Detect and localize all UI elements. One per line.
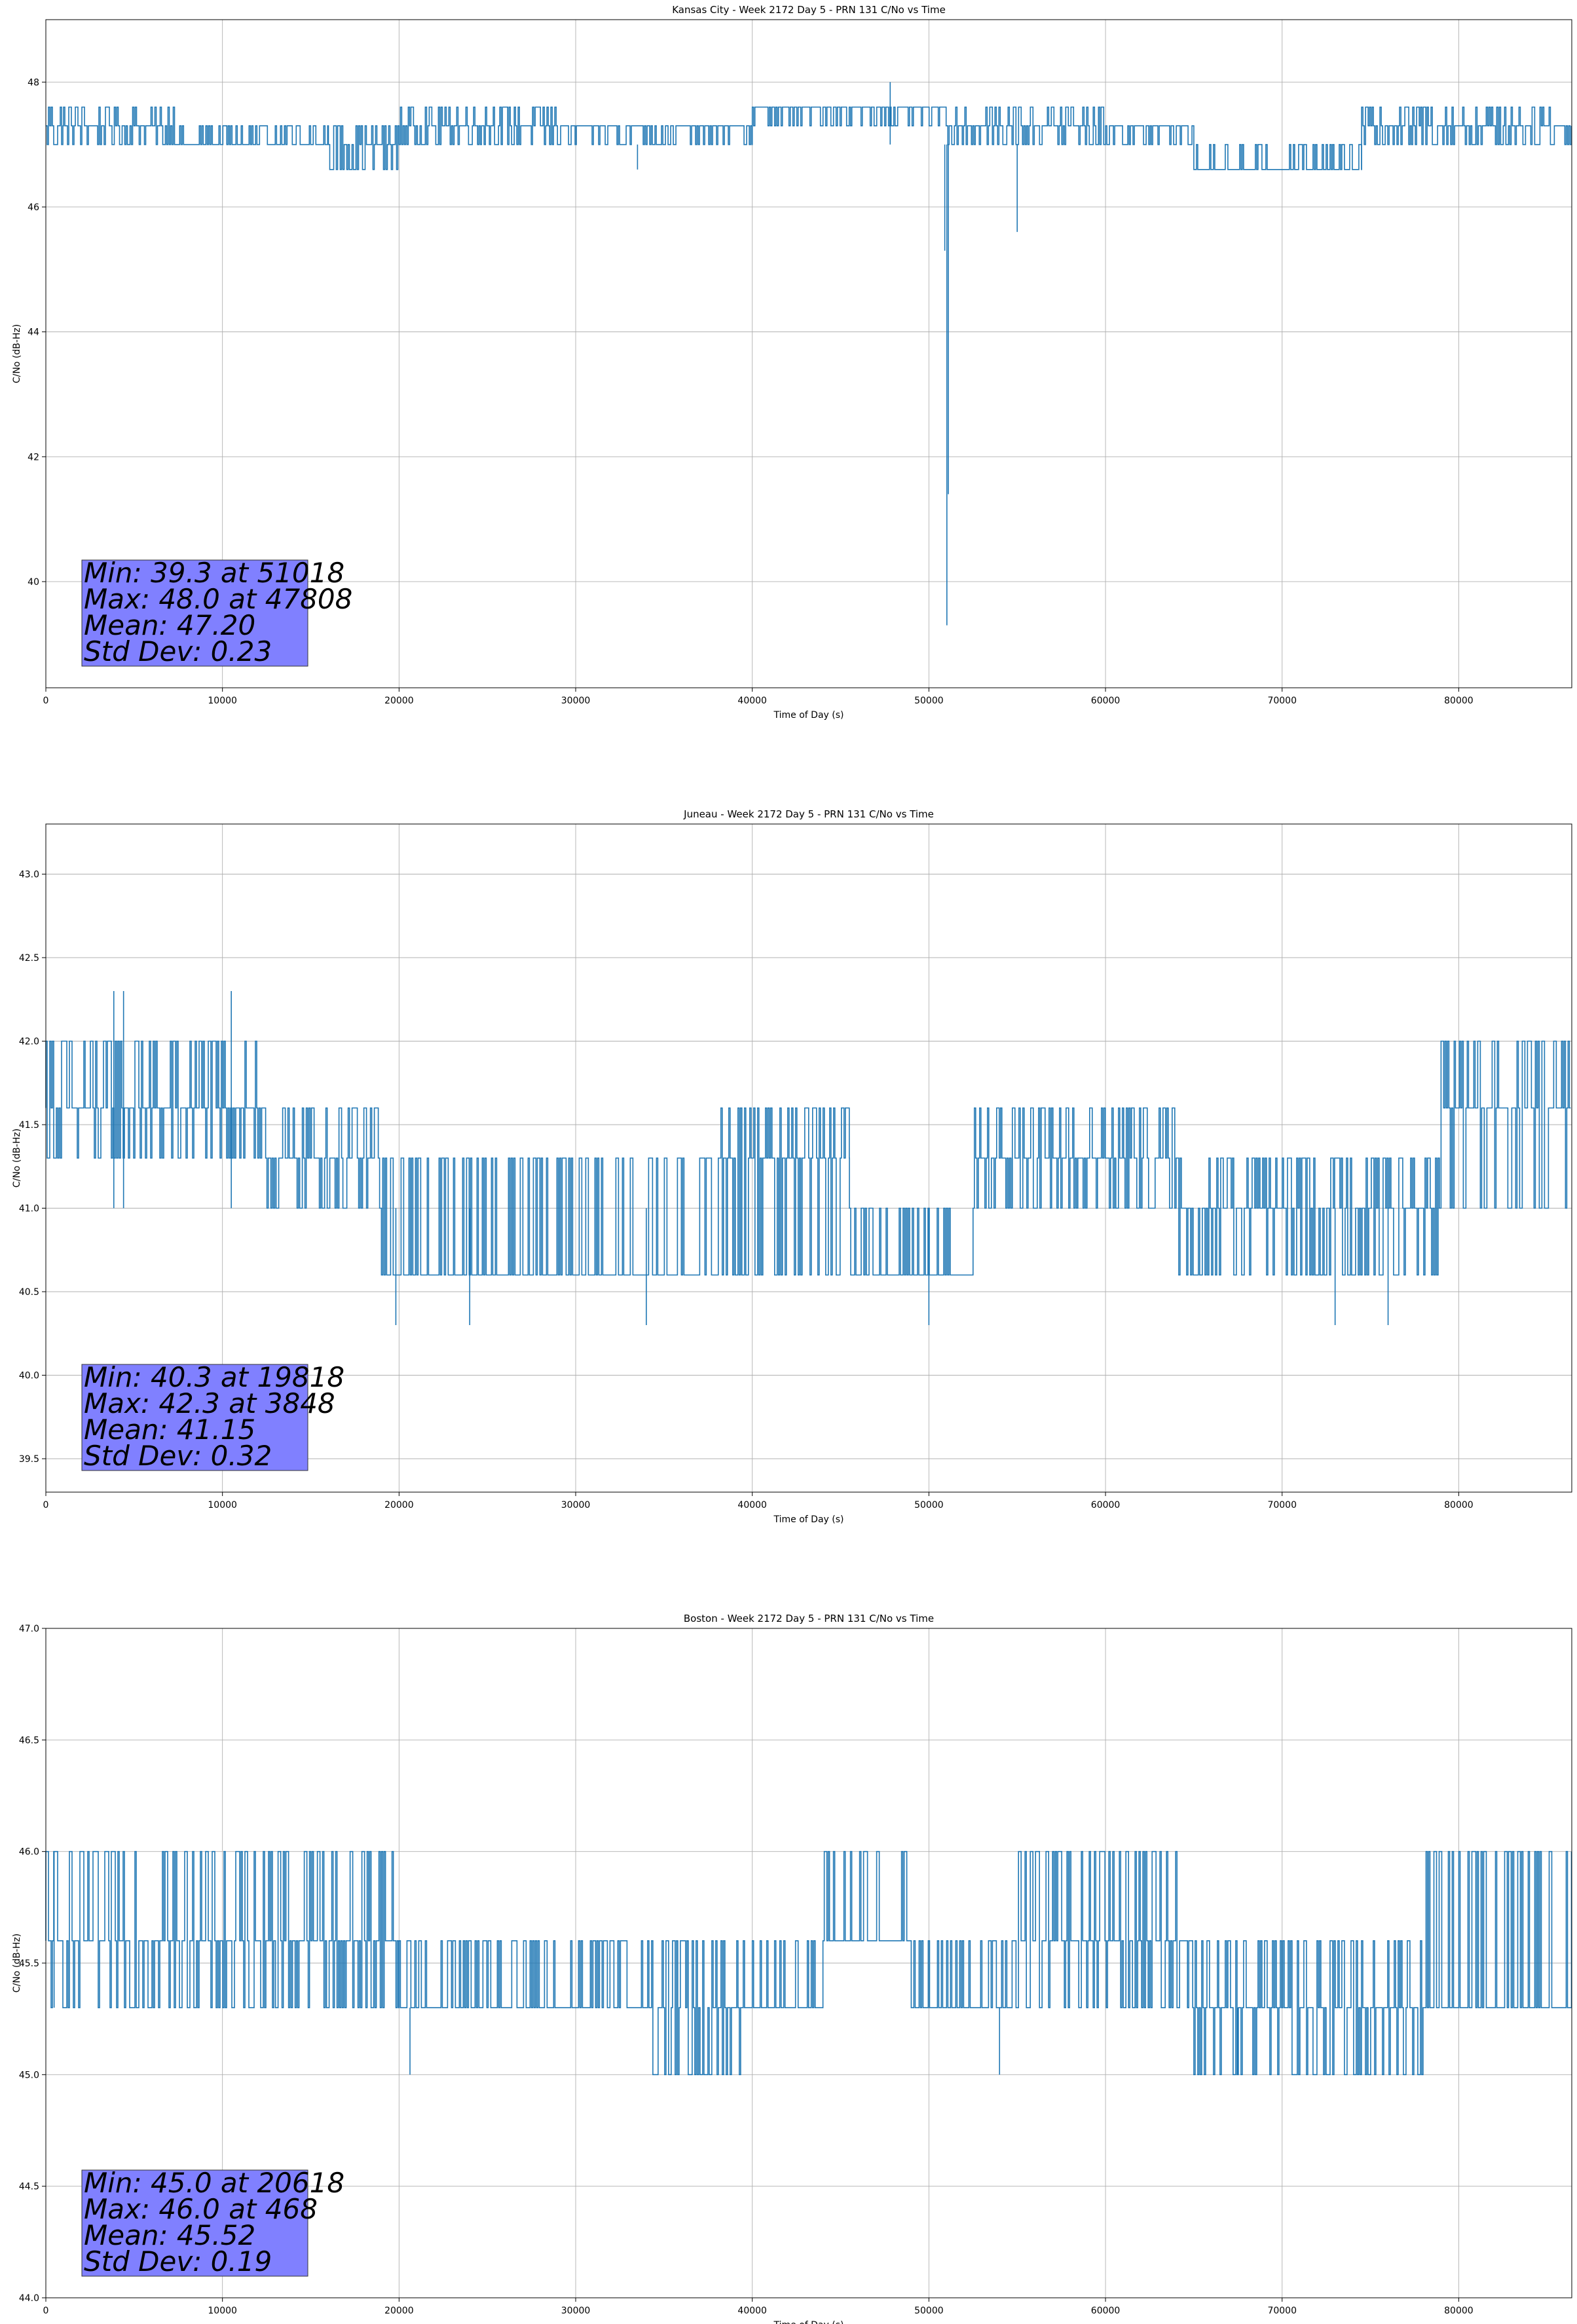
x-tick-label: 60000 xyxy=(1091,696,1121,706)
series-line xyxy=(45,1040,1571,1276)
y-tick-label: 45.0 xyxy=(19,2070,39,2080)
y-tick-label: 43.0 xyxy=(19,870,39,880)
stats-std: Std Dev: 0.23 xyxy=(84,635,272,667)
y-tick-label: 47.0 xyxy=(19,1624,39,1634)
x-tick-label: 80000 xyxy=(1444,1500,1474,1510)
y-tick-label: 44 xyxy=(28,328,39,338)
x-tick-label: 10000 xyxy=(208,1500,237,1510)
chart-panel-1: 0 10000 20000 30000 40000 50000 60000 70000 8000… xyxy=(12,4,1572,721)
y-tick-label: 46 xyxy=(28,202,39,213)
x-tick-label: 30000 xyxy=(561,1500,591,1510)
stats-min: Min: 40.3 at 19818 xyxy=(84,1361,344,1393)
stats-mean: Mean: 41.15 xyxy=(84,1414,255,1446)
y-tick-label: 46.5 xyxy=(19,1735,39,1746)
x-tick-label: 50000 xyxy=(914,1500,944,1510)
x-tick-label: 70000 xyxy=(1267,2306,1297,2316)
stats-max: Max: 46.0 at 468 xyxy=(84,2193,318,2225)
series-line xyxy=(45,1850,1572,2076)
stats-mean: Mean: 47.20 xyxy=(84,609,255,641)
x-tick-label: 50000 xyxy=(914,2306,944,2316)
x-tick-label: 50000 xyxy=(914,696,944,706)
x-tick-label: 0 xyxy=(43,2306,49,2316)
stats-mean: Mean: 45.52 xyxy=(84,2219,255,2251)
y-tick-label: 42.5 xyxy=(19,953,39,964)
x-tick-label: 0 xyxy=(43,1500,49,1510)
x-tick-label: 40000 xyxy=(737,696,767,706)
stats-max: Max: 42.3 at 3848 xyxy=(84,1387,335,1419)
x-tick-label: 70000 xyxy=(1267,696,1297,706)
x-tick-label: 70000 xyxy=(1267,1500,1297,1510)
y-tick-label: 41.0 xyxy=(19,1204,39,1214)
x-tick-label: 30000 xyxy=(561,2306,591,2316)
chart-title: Juneau - Week 2172 Day 5 - PRN 131 C/No … xyxy=(683,808,934,820)
x-tick-label: 10000 xyxy=(208,2306,237,2316)
chart-title: Kansas City - Week 2172 Day 5 - PRN 131 … xyxy=(672,4,946,16)
x-tick-label: 80000 xyxy=(1444,696,1474,706)
axes-frame xyxy=(45,1628,1572,2298)
y-tick-label: 44.5 xyxy=(19,2182,39,2192)
y-tick-label: 40.5 xyxy=(19,1287,39,1298)
y-tick-label: 40.0 xyxy=(19,1371,39,1381)
y-tick-label: 45.5 xyxy=(19,1959,39,1969)
y-tick-label: 44.0 xyxy=(19,2293,39,2304)
x-tick-label: 20000 xyxy=(384,1500,414,1510)
stats-max: Max: 48.0 at 47808 xyxy=(84,583,352,615)
chart-title: Boston - Week 2172 Day 5 - PRN 131 C/No … xyxy=(684,1613,934,1624)
stats-std: Std Dev: 0.32 xyxy=(84,1440,272,1472)
series-line xyxy=(46,106,1572,170)
chart-panel-3: 0 10000 20000 30000 40000 50000 60000 70000 8000… xyxy=(12,1613,1572,2324)
stats-box xyxy=(81,2169,308,2277)
x-tick-label: 20000 xyxy=(384,2306,414,2316)
stats-box xyxy=(81,1364,308,1471)
y-tick-label: 40 xyxy=(28,577,39,588)
stats-min: Min: 45.0 at 20618 xyxy=(84,2167,344,2199)
y-tick-label: 42.0 xyxy=(19,1037,39,1047)
y-axis-label: C/No (dB-Hz) xyxy=(12,324,22,383)
y-axis-label: C/No (dB-Hz) xyxy=(12,1934,22,1993)
y-tick-label: 42 xyxy=(28,452,39,462)
x-axis-label: Time of Day (s) xyxy=(773,710,844,721)
y-tick-label: 46.0 xyxy=(19,1847,39,1858)
y-tick-label: 48 xyxy=(28,77,39,88)
x-tick-label: 10000 xyxy=(208,696,237,706)
stats-std: Std Dev: 0.19 xyxy=(84,2245,272,2277)
x-tick-label: 40000 xyxy=(737,2306,767,2316)
x-axis-label: Time of Day (s) xyxy=(773,2320,844,2324)
y-tick-label: 41.5 xyxy=(19,1120,39,1131)
axes-frame xyxy=(45,823,1572,1493)
stats-min: Min: 39.3 at 51018 xyxy=(84,557,344,589)
x-tick-label: 30000 xyxy=(561,696,591,706)
x-tick-label: 20000 xyxy=(384,696,414,706)
stats-box xyxy=(81,559,308,667)
y-tick-label: 39.5 xyxy=(19,1454,39,1465)
x-axis-label: Time of Day (s) xyxy=(773,1514,844,1525)
y-axis-label: C/No (dB-Hz) xyxy=(12,1129,22,1188)
axes-frame xyxy=(45,19,1572,688)
x-tick-label: 60000 xyxy=(1091,2306,1121,2316)
x-tick-label: 80000 xyxy=(1444,2306,1474,2316)
x-tick-label: 0 xyxy=(43,696,49,706)
x-tick-label: 40000 xyxy=(737,1500,767,1510)
chart-panel-2: 0 10000 20000 30000 40000 50000 60000 70000 8000… xyxy=(12,808,1572,1525)
x-tick-label: 60000 xyxy=(1091,1500,1121,1510)
